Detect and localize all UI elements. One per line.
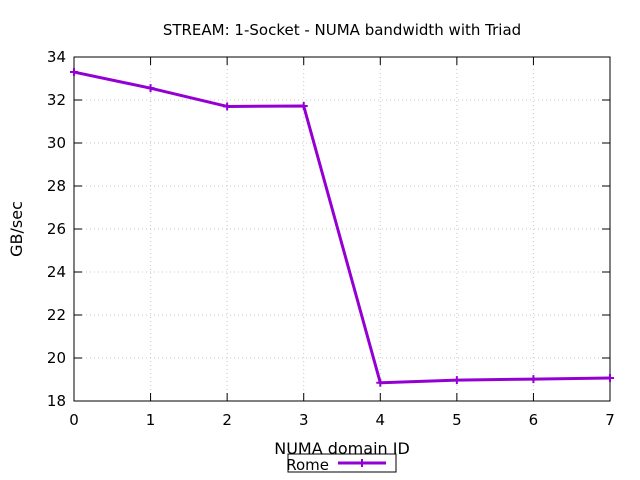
legend-marker — [358, 459, 366, 467]
y-tick-label: 26 — [47, 220, 66, 238]
y-tick-label: 20 — [47, 349, 66, 367]
series-group — [70, 68, 614, 387]
x-tick-label: 1 — [146, 411, 156, 429]
x-axis-label: NUMA domain ID — [274, 439, 410, 458]
x-tick-label: 7 — [605, 411, 615, 429]
x-tick-label: 3 — [299, 411, 309, 429]
data-point — [223, 102, 232, 111]
data-point — [529, 375, 538, 384]
x-tick-label: 2 — [222, 411, 232, 429]
data-point — [452, 376, 461, 385]
y-axis-label: GB/sec — [7, 201, 26, 257]
y-tick-label: 34 — [47, 48, 66, 66]
x-tick-label: 5 — [452, 411, 462, 429]
grid-lines — [74, 57, 610, 401]
x-tick-label: 6 — [529, 411, 539, 429]
y-tick-label: 24 — [47, 263, 66, 281]
x-tick-label: 0 — [69, 411, 79, 429]
x-tick-label: 4 — [376, 411, 386, 429]
legend-box — [287, 453, 397, 473]
data-point — [606, 373, 614, 382]
data-point — [70, 68, 78, 77]
legend-label: Rome — [286, 456, 329, 474]
y-tick-label: 22 — [47, 306, 66, 324]
y-tick-label: 30 — [47, 134, 66, 152]
y-tick-label: 32 — [47, 91, 66, 109]
chart-title: STREAM: 1-Socket - NUMA bandwidth with T… — [163, 21, 521, 39]
data-point — [146, 84, 155, 93]
data-point — [376, 378, 385, 387]
y-tick-label: 28 — [47, 177, 66, 195]
series-line-rome — [73, 70, 611, 385]
legend: Rome — [286, 453, 397, 474]
y-tick-label: 18 — [47, 392, 66, 410]
data-point — [299, 102, 308, 111]
